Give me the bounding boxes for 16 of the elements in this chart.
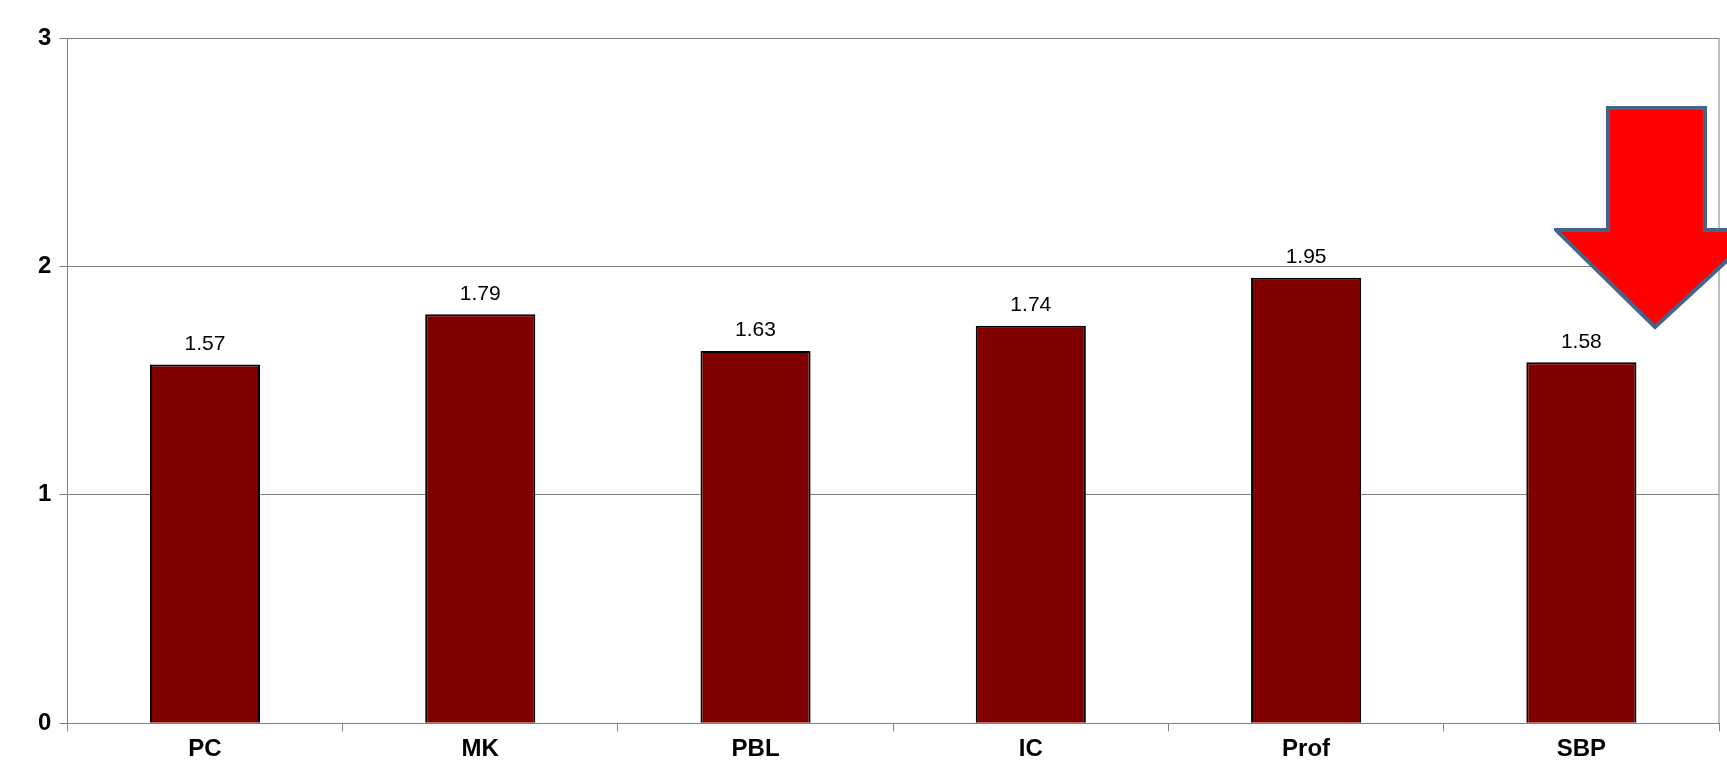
- y-tick-label: 2: [37, 251, 52, 279]
- y-tick-label: 3: [37, 22, 52, 50]
- x-tick-label: PC: [188, 734, 222, 762]
- data-label: 1.58: [1560, 328, 1602, 352]
- data-label: 1.63: [735, 317, 776, 341]
- y-tick-label: 0: [37, 707, 52, 735]
- x-tick-label: SBP: [1556, 734, 1607, 762]
- x-tick-label: Prof: [1282, 734, 1332, 762]
- data-label: 1.79: [459, 280, 501, 304]
- x-tick-label: IC: [1018, 734, 1043, 762]
- x-tick-label: MK: [461, 734, 500, 762]
- y-tick-label: 1: [37, 479, 52, 507]
- data-label: 1.57: [184, 330, 226, 354]
- data-label: 1.74: [1010, 292, 1052, 316]
- x-tick-label: PBL: [731, 734, 780, 762]
- data-label: 1.95: [1285, 244, 1327, 268]
